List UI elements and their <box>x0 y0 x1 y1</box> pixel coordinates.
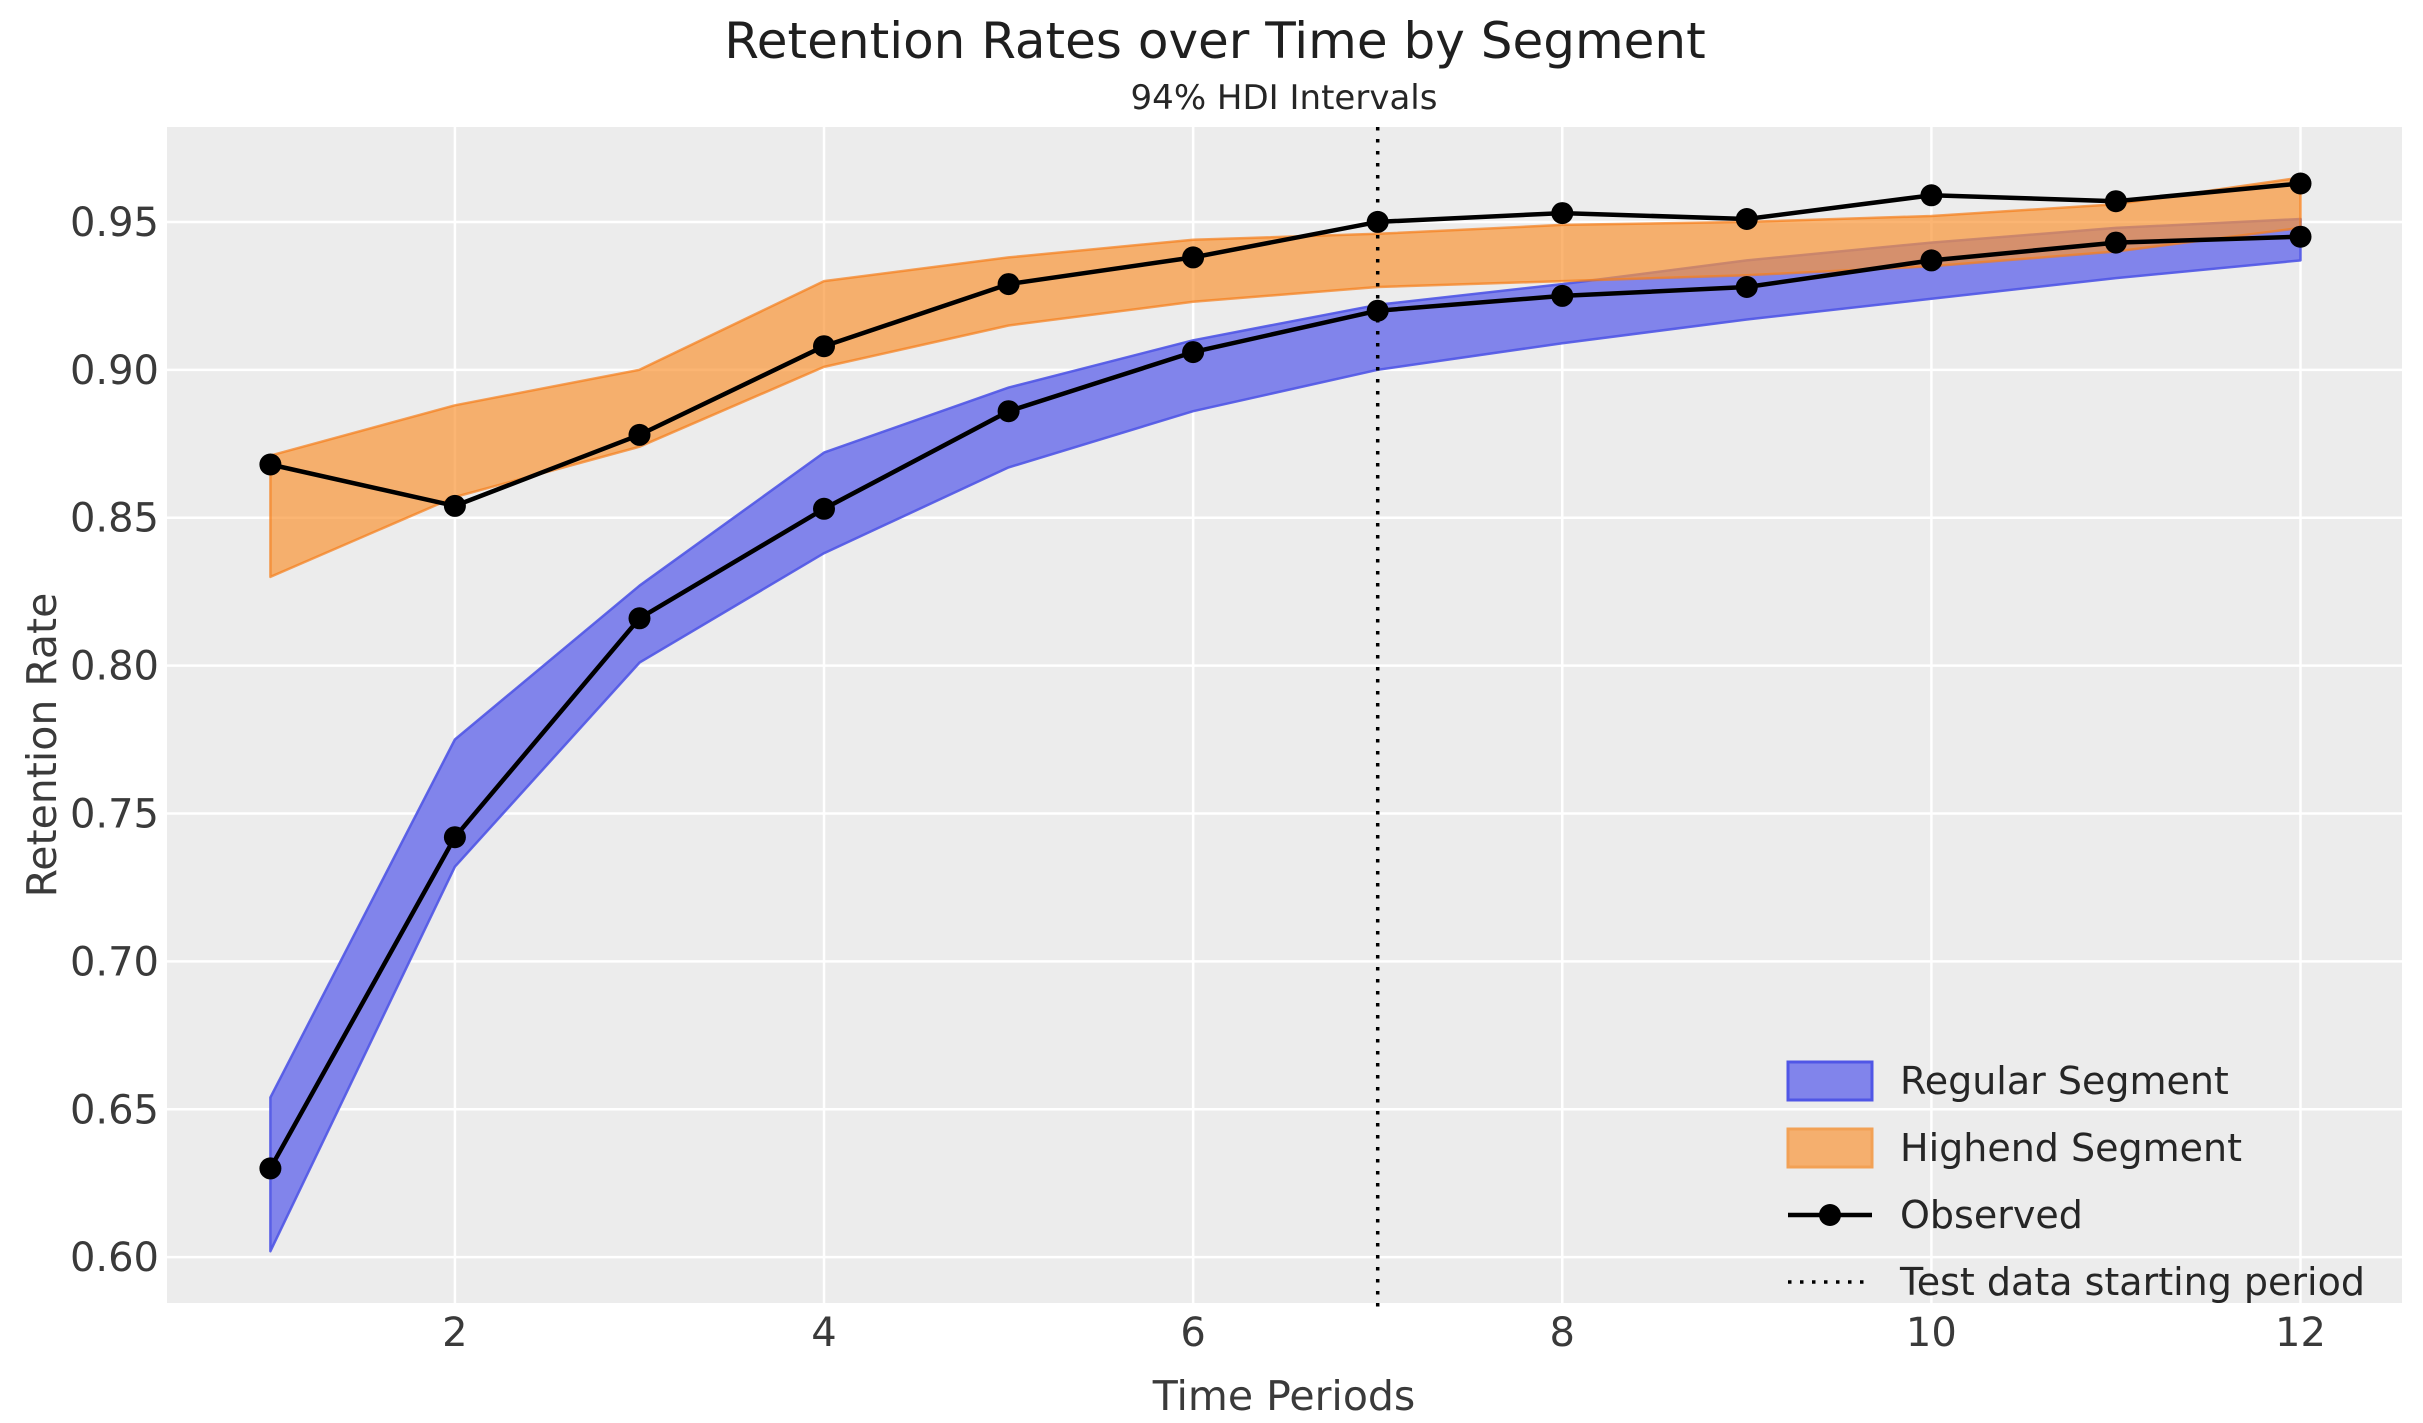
chart-subtitle: 94% HDI Intervals <box>1130 78 1438 118</box>
legend-item-observed: Observed <box>1788 1193 2083 1237</box>
gridline-group <box>167 127 2402 1303</box>
observed-point <box>2104 231 2127 254</box>
observed-point <box>813 497 835 520</box>
observed-point <box>259 453 282 476</box>
y-tick-label-0.65: 0.65 <box>70 1087 159 1133</box>
x-tick-label-2: 2 <box>442 1310 467 1356</box>
y-tick-label-0.75: 0.75 <box>70 791 159 837</box>
observed-line-group <box>259 172 2312 1180</box>
observed-point <box>628 607 651 630</box>
observed-point <box>1920 184 1943 207</box>
y-tick-label-0.90: 0.90 <box>70 348 159 394</box>
legend-label-2: Highend Segment <box>1900 1126 2242 1170</box>
regular-hdi-band <box>269 217 2302 1253</box>
observed-point <box>1551 284 1574 307</box>
legend-label-3: Observed <box>1900 1193 2083 1237</box>
legend-group: Regular Segment Highend Segment Observed Te… <box>1786 1059 2365 1304</box>
observed-point <box>1366 210 1389 233</box>
y-tick-label-0.80: 0.80 <box>70 644 159 690</box>
observed-line-regular <box>268 234 2301 1170</box>
legend-swatch-highend <box>1786 1127 1874 1169</box>
x-axis-label: Time Periods <box>1152 1372 1416 1420</box>
x-tick-label-8: 8 <box>1550 1310 1575 1356</box>
y-tick-label-0.60: 0.60 <box>70 1235 159 1281</box>
observed-point <box>1735 276 1758 298</box>
observed-point <box>1366 299 1389 322</box>
y-tick-label-0.85: 0.85 <box>70 496 159 542</box>
x-tick-label-4: 4 <box>811 1310 836 1356</box>
observed-line-highend <box>269 181 2301 509</box>
observed-point <box>2289 225 2312 248</box>
y-axis-label: Retention Rate <box>18 592 66 898</box>
observed-point <box>628 423 651 446</box>
y-tick-label-group: 0.95 0.90 0.85 0.80 0.75 0.70 0.65 0.60 <box>70 200 159 1281</box>
observed-point <box>1735 208 1758 230</box>
y-tick-label-0.95: 0.95 <box>70 200 159 246</box>
x-tick-label-6: 6 <box>1180 1310 1205 1356</box>
x-tick-label-10: 10 <box>1906 1310 1957 1356</box>
legend-label-4: Test data starting period <box>1899 1260 2365 1304</box>
observed-point <box>259 1157 282 1180</box>
observed-point <box>1182 246 1205 269</box>
observed-point <box>443 826 466 849</box>
legend-observed-marker <box>1819 1204 1841 1226</box>
legend-item-test-data-starting-period: Test data starting period <box>1788 1260 2365 1304</box>
y-tick-label-0.70: 0.70 <box>70 939 159 985</box>
observed-point <box>443 494 466 517</box>
legend-label-1: Regular Segment <box>1900 1059 2229 1103</box>
observed-point <box>1182 341 1205 364</box>
observed-point <box>997 400 1020 423</box>
chart-title: Retention Rates over Time by Segment <box>724 12 1706 70</box>
observed-point <box>813 335 835 358</box>
legend-swatch-regular <box>1786 1060 1874 1102</box>
observed-point <box>1920 249 1943 272</box>
observed-point <box>2289 172 2312 195</box>
observed-point <box>997 273 1020 296</box>
legend-item-highend-segment: Highend Segment <box>1786 1126 2242 1170</box>
observed-point <box>2104 190 2127 213</box>
x-tick-label-group: 2 4 6 8 10 12 <box>442 1310 2326 1356</box>
observed-point <box>1551 202 1574 225</box>
x-tick-label-12: 12 <box>2275 1310 2326 1356</box>
legend-item-regular-segment: Regular Segment <box>1786 1059 2229 1103</box>
